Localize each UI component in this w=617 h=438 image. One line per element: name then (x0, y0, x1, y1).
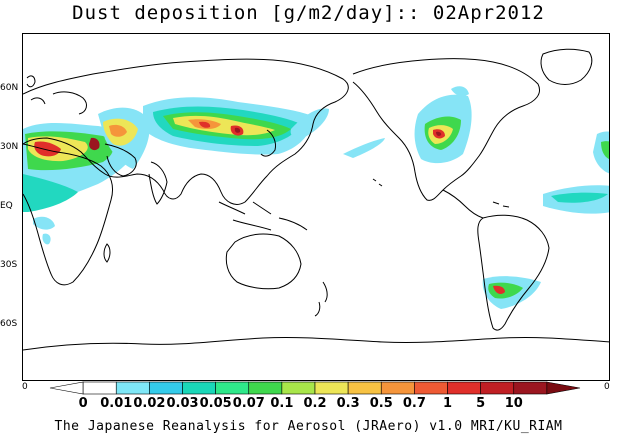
coast-south-america (477, 214, 550, 331)
dust-region-arabia-core (109, 124, 127, 137)
dust-region-sahara-core (34, 141, 61, 157)
colorbar-end-left: 0 (22, 382, 28, 392)
colorbar-level-label: 0.2 (303, 396, 327, 411)
coast-arabia (104, 143, 137, 177)
colorbar-segment (82, 381, 117, 395)
colorbar-segment (414, 381, 448, 395)
colorbar-segment (49, 381, 84, 395)
colorbar-level-label: 10 (504, 396, 523, 411)
coast-africa (23, 143, 114, 286)
dust-region-north-pacific (343, 138, 385, 158)
colorbar-level-label: 0.01 (100, 396, 133, 411)
lat-label-60s: 60S (0, 319, 18, 329)
colorbar-segment (347, 381, 382, 395)
coast-se-asia (218, 201, 308, 231)
dust-deposition-map (23, 48, 609, 351)
dust-region-south-africa (33, 216, 55, 230)
colorbar-segment (281, 381, 316, 395)
colorbar-segment (546, 381, 581, 395)
coast-antarctica (23, 336, 609, 351)
map-panel (22, 33, 610, 381)
coast-eurasia (23, 58, 349, 205)
colorbar-segment (215, 381, 250, 395)
coast-australia (225, 233, 302, 290)
colorbar-level-label: 0.07 (232, 396, 265, 411)
dust-region-sahel (23, 174, 78, 212)
colorbar-segment (447, 381, 481, 395)
colorbar (49, 381, 581, 395)
colorbar-segment (149, 381, 183, 395)
coast-new-zealand (314, 281, 328, 317)
colorbar-segment (115, 381, 150, 395)
coast-india (148, 161, 168, 205)
footer-credit: The Japanese Reanalysis for Aerosol (JRA… (54, 419, 563, 434)
colorbar-level-label: 0 (78, 396, 88, 411)
colorbar-segment (182, 381, 216, 395)
lat-label-30n: 30N (0, 142, 19, 152)
dust-deposition-field (23, 86, 609, 309)
lat-label-eq: EQ (0, 201, 13, 211)
colorbar-end-right: 0 (604, 382, 610, 392)
colorbar-level-label: 0.3 (336, 396, 360, 411)
colorbar-level-label: 1 (442, 396, 453, 411)
colorbar-level-label: 5 (476, 396, 486, 411)
dust-region-na-west (451, 86, 469, 97)
dust-region-atlantic-east-mid (601, 141, 609, 160)
dust-region-pacific-plume (290, 108, 329, 139)
colorbar-level-label: 0.7 (402, 396, 426, 411)
coast-islands (372, 178, 510, 208)
coast-central-america (442, 189, 484, 219)
dust-region-australia (42, 233, 51, 245)
dust-region-east-asia-dark (234, 127, 241, 133)
colorbar-segment (480, 381, 515, 395)
colorbar-segment (513, 381, 548, 395)
colorbar-segment (380, 381, 415, 395)
coast-europe (30, 91, 87, 115)
coast-uk (26, 75, 36, 88)
dust-region-patagonia-core (493, 285, 505, 294)
dust-region-gobi-red (199, 121, 211, 128)
coast-north-america (352, 58, 540, 201)
colorbar-level-label: 0.03 (166, 396, 199, 411)
coast-greenland (540, 48, 593, 85)
colorbar-level-label: 0.5 (369, 396, 393, 411)
map-title: Dust deposition [g/m2/day]:: 02Apr2012 (72, 2, 545, 24)
colorbar-segment (314, 381, 349, 395)
lat-label-30s: 30S (0, 260, 18, 270)
dust-region-sahara-core-2 (89, 137, 100, 151)
coast-japan (260, 129, 276, 157)
colorbar-segment (248, 381, 283, 395)
coastlines (23, 48, 609, 351)
colorbar-level-label: 0.05 (199, 396, 232, 411)
dust-region-tropical-atlantic-mid (551, 192, 608, 203)
dust-region-na-dark (436, 131, 442, 136)
coast-madagascar (103, 243, 111, 263)
lat-label-60n: 60N (0, 83, 19, 93)
colorbar-level-label: 0.1 (270, 396, 294, 411)
colorbar-level-label: 0.02 (133, 396, 166, 411)
